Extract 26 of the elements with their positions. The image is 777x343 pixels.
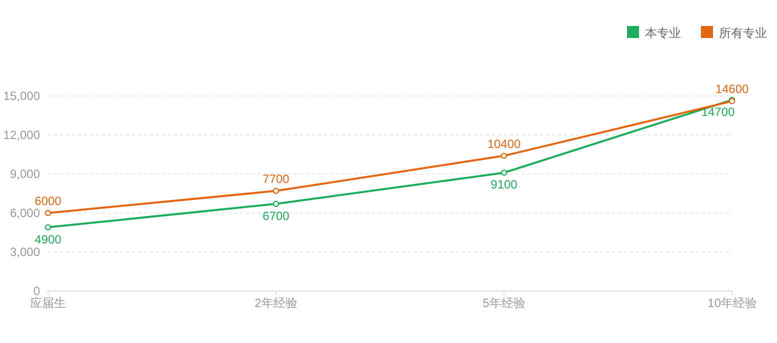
legend-label: 所有专业 [719,26,767,40]
y-tick-label: 9,000 [10,167,40,181]
y-tick-label: 0 [33,284,40,298]
data-label: 4900 [34,232,62,246]
data-label: 6700 [262,208,290,223]
x-tick-label: 2年经验 [254,296,298,310]
x-tick-label: 应届生 [30,296,66,310]
point [500,170,508,176]
data-label: 14600 [715,82,750,96]
data-label: 7700 [262,172,290,186]
legend-label: 本专业 [645,26,681,40]
y-tick-label: 12,000 [3,128,40,142]
data-label: 9100 [490,178,518,192]
point [500,152,508,159]
y-tick-label: 3,000 [10,245,40,259]
point [272,200,280,207]
point [272,188,280,194]
data-label: 14700 [701,104,736,119]
x-tick-label: 5年经验 [482,296,526,310]
y-tick-label: 15,000 [3,89,40,103]
data-label: 6000 [34,194,62,208]
y-tick-label: 6,000 [10,206,40,220]
data-label: 10400 [487,136,522,151]
x-tick-label: 10年经验 [708,296,757,310]
point [44,224,52,230]
point [44,210,52,216]
